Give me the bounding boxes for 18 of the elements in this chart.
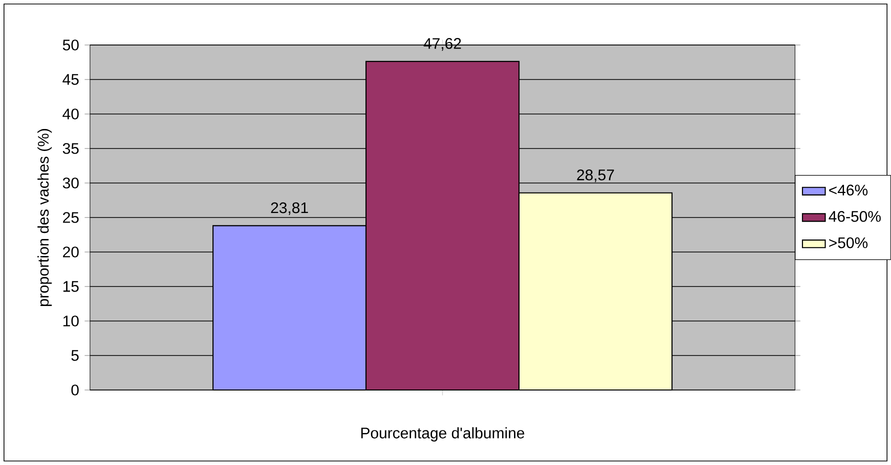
y-tick-label: 30 xyxy=(62,178,79,188)
y-tick-label: 15 xyxy=(63,281,79,292)
y-axis-title: proportion des vaches (%) xyxy=(37,129,52,306)
y-tick-label: 0 xyxy=(71,384,79,396)
data-label: 28,57 xyxy=(577,169,614,182)
legend-label: <46% xyxy=(829,184,868,196)
y-tick-label: 20 xyxy=(63,246,79,258)
y-tick-label: 5 xyxy=(71,350,79,361)
y-tick-label: 50 xyxy=(62,40,79,50)
y-tick-label: 40 xyxy=(62,108,79,120)
legend-label: 46-50% xyxy=(828,211,881,222)
x-axis-title: Pourcentage d'albumine xyxy=(361,427,524,442)
y-tick-label: 25 xyxy=(63,212,79,223)
data-label: 23,81 xyxy=(271,202,308,216)
y-tick-label: 35 xyxy=(62,143,79,154)
legend-label: >50% xyxy=(829,237,868,248)
y-tick-label: 45 xyxy=(62,74,79,85)
y-tick-label: 10 xyxy=(63,316,79,326)
